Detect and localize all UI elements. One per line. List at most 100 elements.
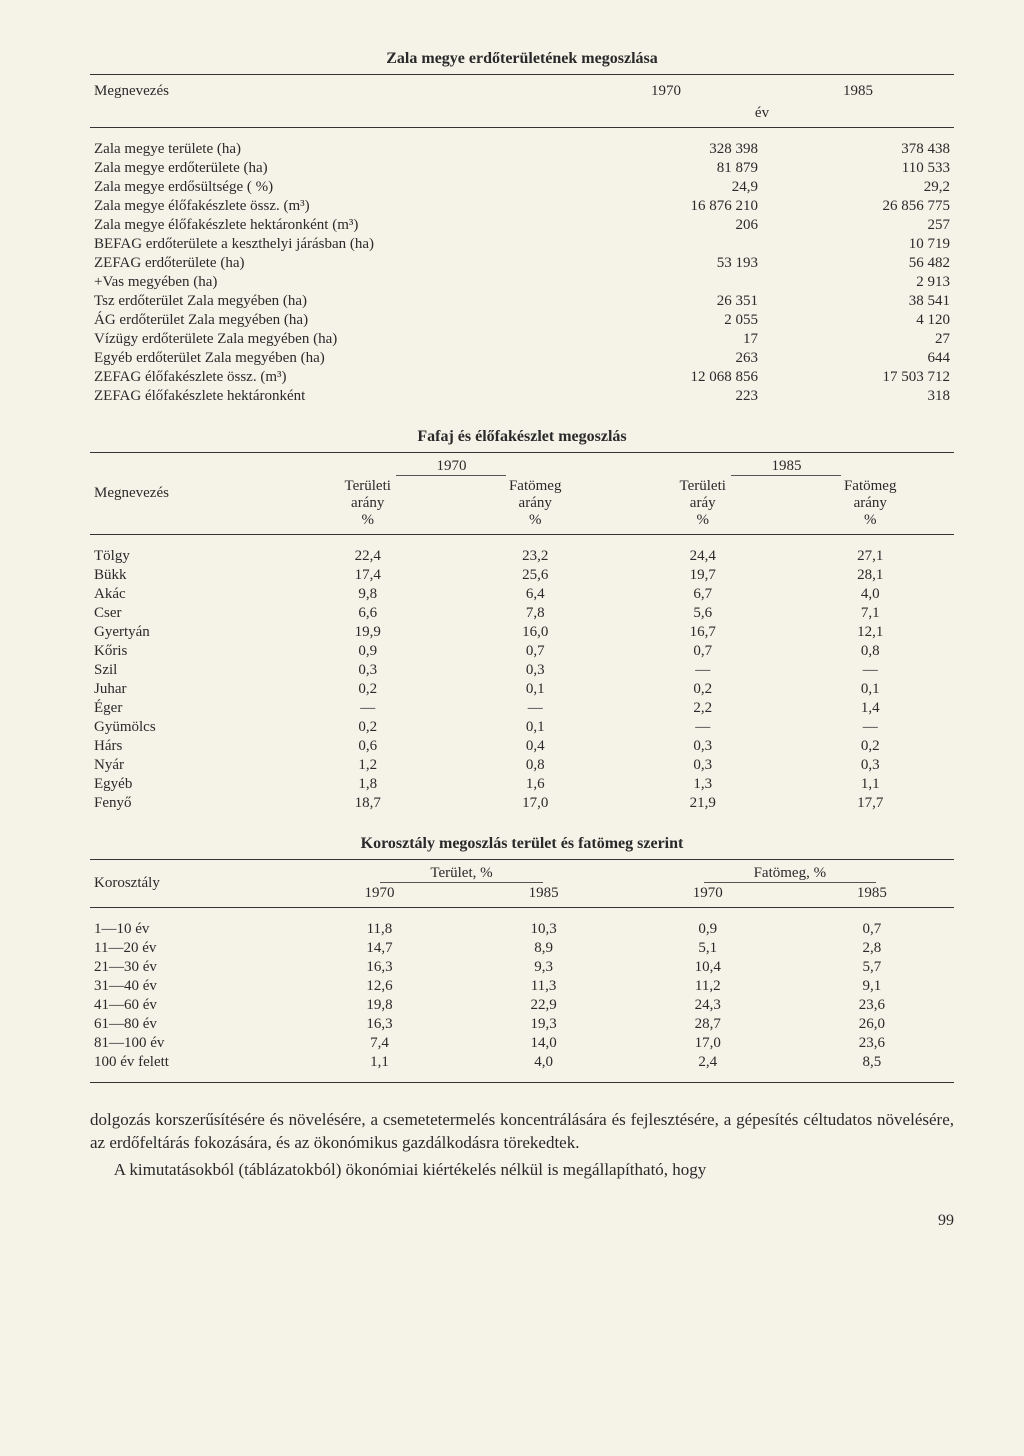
row-val: 23,6 [790, 1034, 954, 1053]
row-label: Zala megye területe (ha) [90, 140, 570, 159]
row-val: 10,4 [626, 958, 790, 977]
table1: Megnevezés 1970 1985 év [90, 79, 954, 123]
row-label: Nyár [90, 756, 284, 775]
row-label: ÁG erdőterület Zala megyében (ha) [90, 311, 570, 330]
table-row: ÁG erdőterület Zala megyében (ha)2 0554 … [90, 311, 954, 330]
row-val: 17,4 [284, 566, 452, 585]
row-label: ZEFAG élőfakészlete össz. (m³) [90, 368, 570, 387]
rule [90, 74, 954, 75]
col-1985: 1985 [762, 79, 954, 104]
row-val: 11,8 [297, 920, 461, 939]
row-val: 12,6 [297, 977, 461, 996]
row-val: 19,9 [284, 623, 452, 642]
hdr-1985: 1985 [619, 457, 954, 477]
row-label: Egyéb erdőterület Zala megyében (ha) [90, 349, 570, 368]
row-val: 0,2 [619, 680, 787, 699]
row-label: Hárs [90, 737, 284, 756]
row-val: 1,8 [284, 775, 452, 794]
table-row: 61—80 év16,319,328,726,0 [90, 1015, 954, 1034]
row-val: — [619, 718, 787, 737]
row-label: Éger [90, 699, 284, 718]
row-val: 11,2 [626, 977, 790, 996]
hdr-1970b: 1970 [626, 884, 790, 903]
row-val: — [284, 699, 452, 718]
table-row: Nyár1,20,80,30,3 [90, 756, 954, 775]
row-val-1970: 17 [570, 330, 762, 349]
row-label: ZEFAG élőfakészlete hektáronként [90, 387, 570, 406]
row-val-1970 [570, 273, 762, 292]
row-val-1985: 56 482 [762, 254, 954, 273]
row-val: 0,7 [790, 920, 954, 939]
row-label: BEFAG erdőterülete a keszthelyi járásban… [90, 235, 570, 254]
row-val: 9,3 [462, 958, 626, 977]
row-val-1985: 27 [762, 330, 954, 349]
row-val: 5,1 [626, 939, 790, 958]
row-val: 16,3 [297, 958, 461, 977]
row-label: Szil [90, 661, 284, 680]
row-val: 0,6 [284, 737, 452, 756]
row-val: 0,3 [786, 756, 954, 775]
row-val: 19,8 [297, 996, 461, 1015]
rule [90, 534, 954, 535]
row-label: 41—60 év [90, 996, 297, 1015]
row-val: 0,1 [451, 718, 619, 737]
row-val: 0,2 [284, 680, 452, 699]
row-val: 0,3 [619, 756, 787, 775]
table-row: Gyertyán19,916,016,712,1 [90, 623, 954, 642]
row-label: +Vas megyében (ha) [90, 273, 570, 292]
row-val: 0,2 [284, 718, 452, 737]
row-val: 16,7 [619, 623, 787, 642]
row-val-1970: 24,9 [570, 178, 762, 197]
row-val: 6,7 [619, 585, 787, 604]
row-label: 11—20 év [90, 939, 297, 958]
table-row: Cser6,67,85,67,1 [90, 604, 954, 623]
hdr-ter: Terület, % [297, 864, 625, 884]
rule [90, 452, 954, 453]
row-label: Vízügy erdőterülete Zala megyében (ha) [90, 330, 570, 349]
row-val-1985: 257 [762, 216, 954, 235]
row-label: Gyertyán [90, 623, 284, 642]
hdr-1985a: 1985 [462, 884, 626, 903]
row-val: 23,6 [790, 996, 954, 1015]
table-row: 11—20 év14,78,95,12,8 [90, 939, 954, 958]
row-val: 22,9 [462, 996, 626, 1015]
table-row: Éger——2,21,4 [90, 699, 954, 718]
col-ev: év [570, 104, 954, 123]
row-val: 1,1 [786, 775, 954, 794]
row-val: 9,8 [284, 585, 452, 604]
paragraph-1: dolgozás korszerűsítésére és növelésére,… [90, 1109, 954, 1155]
row-label: Tölgy [90, 547, 284, 566]
table-row: 41—60 év19,822,924,323,6 [90, 996, 954, 1015]
row-val-1970: 53 193 [570, 254, 762, 273]
table2-header: Megnevezés 1970 1985 Területiarány% Fatö… [90, 457, 954, 530]
row-val: 1,6 [451, 775, 619, 794]
hdr-fat: Fatömegarány% [451, 477, 619, 530]
col-1970: 1970 [570, 79, 762, 104]
row-val: 14,7 [297, 939, 461, 958]
table-row: Egyéb erdőterület Zala megyében (ha)2636… [90, 349, 954, 368]
row-val: 27,1 [786, 547, 954, 566]
row-val: 0,3 [619, 737, 787, 756]
row-val-1985: 318 [762, 387, 954, 406]
row-val: 10,3 [462, 920, 626, 939]
row-val: 24,4 [619, 547, 787, 566]
row-val: 24,3 [626, 996, 790, 1015]
table-row: Kőris0,90,70,70,8 [90, 642, 954, 661]
table-row: 31—40 év12,611,311,29,1 [90, 977, 954, 996]
row-val-1985: 378 438 [762, 140, 954, 159]
row-label: 21—30 év [90, 958, 297, 977]
row-val: 17,0 [626, 1034, 790, 1053]
row-val: 28,1 [786, 566, 954, 585]
body-text: dolgozás korszerűsítésére és növelésére,… [90, 1109, 954, 1182]
table3-body: 1—10 év11,810,30,90,711—20 év14,78,95,12… [90, 920, 954, 1072]
row-val: 4,0 [462, 1053, 626, 1072]
hdr-1985b: 1985 [790, 884, 954, 903]
row-label: Zala megye élőfakészlete össz. (m³) [90, 197, 570, 216]
row-val: 26,0 [790, 1015, 954, 1034]
row-label: Gyümölcs [90, 718, 284, 737]
rule [90, 859, 954, 860]
row-val: 21,9 [619, 794, 787, 813]
row-val: 25,6 [451, 566, 619, 585]
row-val: 28,7 [626, 1015, 790, 1034]
table-row: Zala megye erdősültsége ( %)24,929,2 [90, 178, 954, 197]
